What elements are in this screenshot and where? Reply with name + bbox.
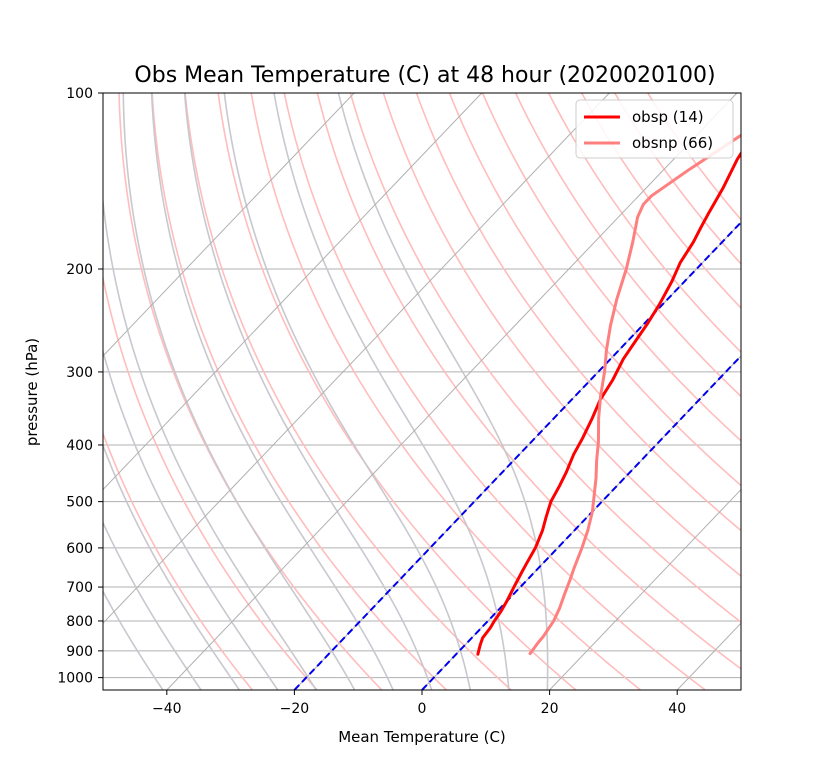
dry-adiabat [103, 431, 254, 690]
isotherm [103, 93, 483, 491]
dry-adiabat [613, 93, 741, 266]
moist-adiabat [223, 93, 472, 690]
moist-adiabat [183, 93, 433, 690]
moist-adiabat [273, 93, 510, 690]
dry-adiabat [514, 93, 741, 398]
y-axis: 1000 900 800 700 600 500 400 300 200 100 [57, 86, 103, 687]
highlight-isotherm [293, 220, 741, 690]
y-tick-label: 100 [66, 86, 93, 102]
moist-adiabat [103, 443, 241, 690]
x-tick-label: 40 [668, 701, 686, 717]
y-tick-label: 700 [66, 580, 93, 596]
background-lines [103, 93, 823, 690]
isotherm [676, 622, 741, 690]
legend: obsp (14) obsnp (66) [575, 99, 734, 159]
chart-title: Obs Mean Temperature (C) at 48 hour (202… [134, 63, 715, 88]
y-tick-label: 500 [66, 495, 93, 511]
x-axis: −40 −20 0 20 40 [152, 690, 686, 717]
x-tick-label: 0 [418, 701, 427, 717]
dry-adiabat [349, 93, 741, 624]
dry-adiabat [151, 93, 448, 690]
y-tick-label: 900 [66, 644, 93, 660]
y-tick-label: 200 [66, 262, 93, 278]
x-tick-label: −40 [152, 701, 182, 717]
dry-adiabat [547, 93, 741, 354]
isotherm [805, 93, 823, 690]
dry-adiabat [448, 93, 741, 487]
dry-adiabat [316, 93, 741, 670]
y-tick-label: 400 [66, 438, 93, 454]
dry-adiabat [481, 93, 741, 442]
moist-adiabat [150, 93, 394, 690]
dry-adiabat [415, 93, 741, 532]
isotherm [421, 355, 741, 690]
isotherm [294, 221, 741, 690]
dry-adiabat [250, 93, 642, 690]
dry-adiabat [382, 93, 741, 578]
legend-label-obsnp: obsnp (66) [632, 134, 713, 152]
isotherm [166, 93, 738, 690]
dry-adiabat [184, 93, 513, 690]
isotherm [103, 93, 355, 357]
x-axis-label: Mean Temperature (C) [338, 728, 506, 746]
moist-adiabat [103, 194, 318, 690]
series-line-obsp [476, 150, 741, 656]
series-layer [476, 133, 741, 656]
moist-adiabat [103, 520, 203, 690]
y-tick-label: 800 [66, 614, 93, 630]
isotherm [103, 93, 610, 624]
dry-adiabat [580, 93, 741, 310]
moist-adiabat [103, 589, 164, 690]
y-axis-label: pressure (hPa) [23, 338, 41, 446]
x-tick-label: −20 [280, 701, 310, 717]
moist-adiabat [337, 93, 549, 690]
legend-label-obsp: obsp (14) [632, 108, 704, 126]
y-tick-label: 1000 [57, 671, 93, 687]
dry-adiabat [283, 93, 707, 690]
y-tick-label: 300 [66, 365, 93, 381]
dry-adiabat [103, 274, 319, 690]
series-line-obsnp [528, 133, 741, 656]
x-tick-label: 20 [541, 701, 559, 717]
highlight-isotherm [421, 354, 741, 690]
moist-adiabat [103, 348, 279, 690]
y-tick-label: 600 [66, 541, 93, 557]
isotherm [549, 488, 741, 690]
